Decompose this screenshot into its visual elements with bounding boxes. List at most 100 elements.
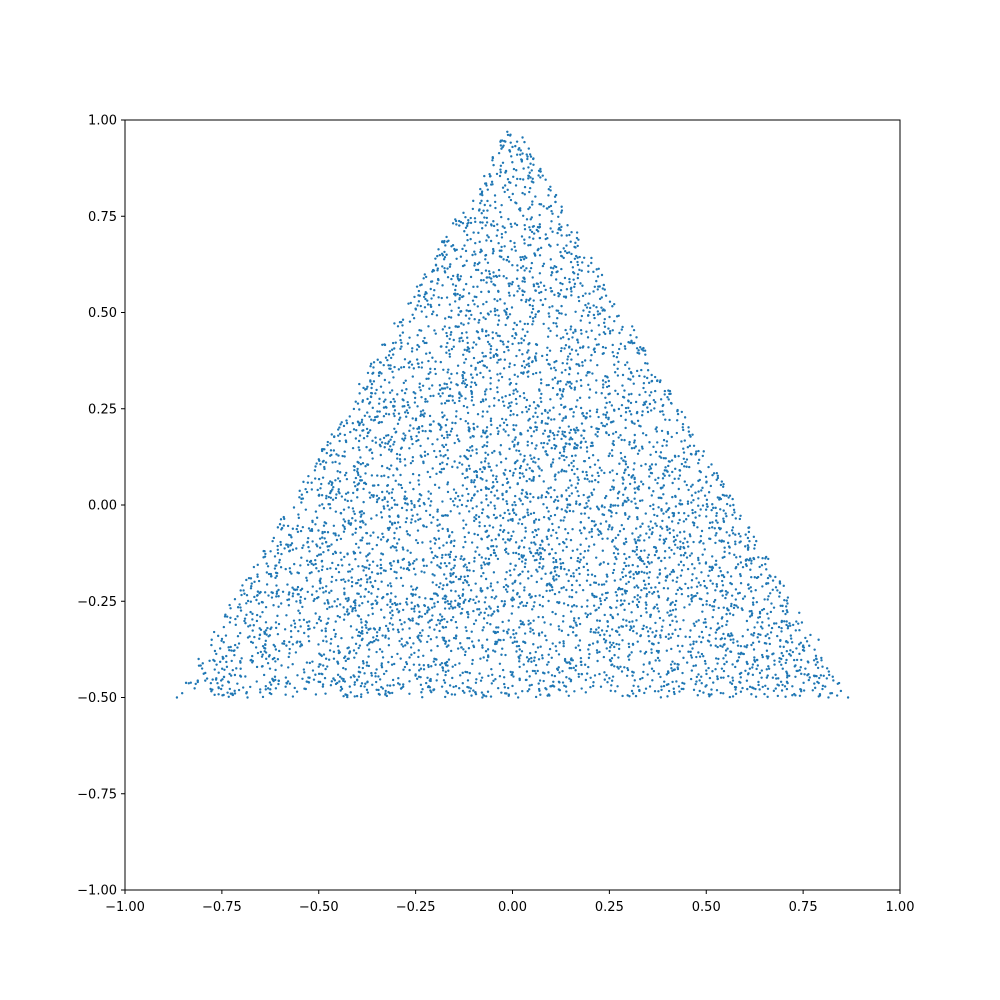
scatter-point: [460, 332, 464, 335]
scatter-point: [553, 570, 557, 573]
scatter-point: [654, 634, 657, 637]
scatter-point: [550, 548, 554, 551]
scatter-point: [508, 284, 511, 288]
scatter-point: [493, 297, 496, 301]
scatter-point: [722, 657, 725, 660]
scatter-point: [366, 411, 369, 414]
scatter-point: [649, 615, 652, 619]
scatter-point: [189, 681, 192, 684]
scatter-point: [802, 689, 806, 692]
scatter-point: [420, 366, 424, 369]
scatter-point: [498, 274, 501, 278]
scatter-point: [532, 605, 535, 608]
scatter-point: [447, 239, 450, 242]
scatter-point: [458, 512, 461, 515]
scatter-point: [621, 325, 624, 329]
scatter-point: [434, 372, 437, 376]
scatter-point: [539, 176, 542, 179]
scatter-point: [390, 564, 393, 567]
scatter-point: [526, 157, 529, 161]
scatter-point: [437, 248, 440, 251]
scatter-point: [536, 570, 539, 573]
scatter-point: [573, 257, 577, 260]
scatter-point: [657, 649, 660, 653]
scatter-point: [724, 512, 727, 515]
scatter-point: [590, 256, 593, 260]
scatter-point: [667, 637, 670, 640]
scatter-point: [317, 570, 320, 573]
scatter-point: [551, 305, 554, 308]
scatter-point: [583, 550, 587, 553]
scatter-point: [714, 667, 717, 671]
scatter-point: [739, 676, 742, 679]
scatter-point: [567, 251, 571, 254]
scatter-point: [370, 571, 374, 574]
scatter-point: [481, 470, 484, 474]
scatter-point: [597, 427, 601, 431]
scatter-point: [726, 608, 729, 612]
scatter-point: [740, 651, 743, 655]
scatter-point: [559, 567, 563, 570]
scatter-point: [656, 514, 659, 518]
scatter-point: [497, 430, 500, 433]
scatter-point: [609, 613, 612, 617]
scatter-point: [573, 388, 576, 391]
scatter-point: [360, 693, 363, 696]
scatter-point: [476, 361, 480, 364]
scatter-point: [508, 149, 511, 152]
scatter-point: [605, 385, 609, 389]
scatter-point: [607, 327, 610, 330]
scatter-point: [673, 477, 676, 481]
scatter-point: [485, 695, 488, 698]
scatter-point: [495, 489, 499, 492]
scatter-point: [598, 597, 602, 600]
scatter-point: [574, 646, 578, 649]
scatter-point: [613, 579, 617, 582]
scatter-point: [603, 471, 606, 475]
scatter-point: [523, 589, 526, 592]
scatter-point: [502, 343, 505, 346]
scatter-point: [460, 503, 464, 507]
scatter-point: [578, 560, 581, 564]
scatter-point: [723, 637, 727, 640]
scatter-point: [578, 648, 582, 652]
scatter-point: [776, 634, 779, 638]
scatter-point: [396, 468, 399, 471]
scatter-point: [394, 595, 397, 598]
scatter-point: [496, 229, 499, 232]
scatter-point: [746, 673, 750, 676]
scatter-point: [466, 222, 469, 225]
scatter-point: [765, 582, 768, 586]
scatter-point: [465, 629, 468, 633]
scatter-point: [624, 557, 628, 560]
scatter-point: [514, 144, 517, 148]
scatter-point: [527, 299, 531, 302]
scatter-point: [398, 453, 402, 456]
scatter-point: [500, 236, 504, 239]
scatter-point: [393, 503, 397, 506]
scatter-point: [683, 682, 686, 685]
scatter-point: [714, 644, 717, 647]
scatter-point: [757, 680, 760, 684]
scatter-point: [812, 659, 816, 662]
scatter-point: [478, 360, 482, 364]
scatter-point: [515, 382, 518, 386]
scatter-point: [719, 497, 723, 501]
scatter-point: [591, 444, 594, 447]
scatter-point: [529, 512, 533, 515]
scatter-point: [329, 642, 332, 645]
scatter-point: [544, 422, 547, 425]
scatter-point: [208, 659, 211, 662]
scatter-point: [530, 434, 533, 438]
scatter-point: [710, 568, 714, 572]
scatter-point: [593, 463, 597, 466]
scatter-point: [746, 687, 749, 691]
scatter-point: [442, 445, 446, 449]
scatter-point: [274, 626, 278, 630]
scatter-point: [291, 595, 294, 598]
scatter-point: [496, 686, 500, 690]
scatter-point: [746, 628, 749, 631]
scatter-point: [600, 392, 603, 395]
scatter-point: [276, 548, 279, 551]
scatter-point: [436, 673, 439, 676]
